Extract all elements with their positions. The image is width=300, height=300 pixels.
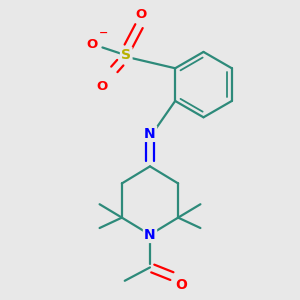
Text: O: O bbox=[136, 8, 147, 21]
Text: S: S bbox=[121, 48, 131, 62]
Text: O: O bbox=[97, 80, 108, 93]
Text: N: N bbox=[144, 228, 156, 242]
Text: N: N bbox=[144, 127, 156, 141]
Text: −: − bbox=[99, 28, 109, 38]
Text: O: O bbox=[175, 278, 187, 292]
Text: O: O bbox=[86, 38, 98, 51]
